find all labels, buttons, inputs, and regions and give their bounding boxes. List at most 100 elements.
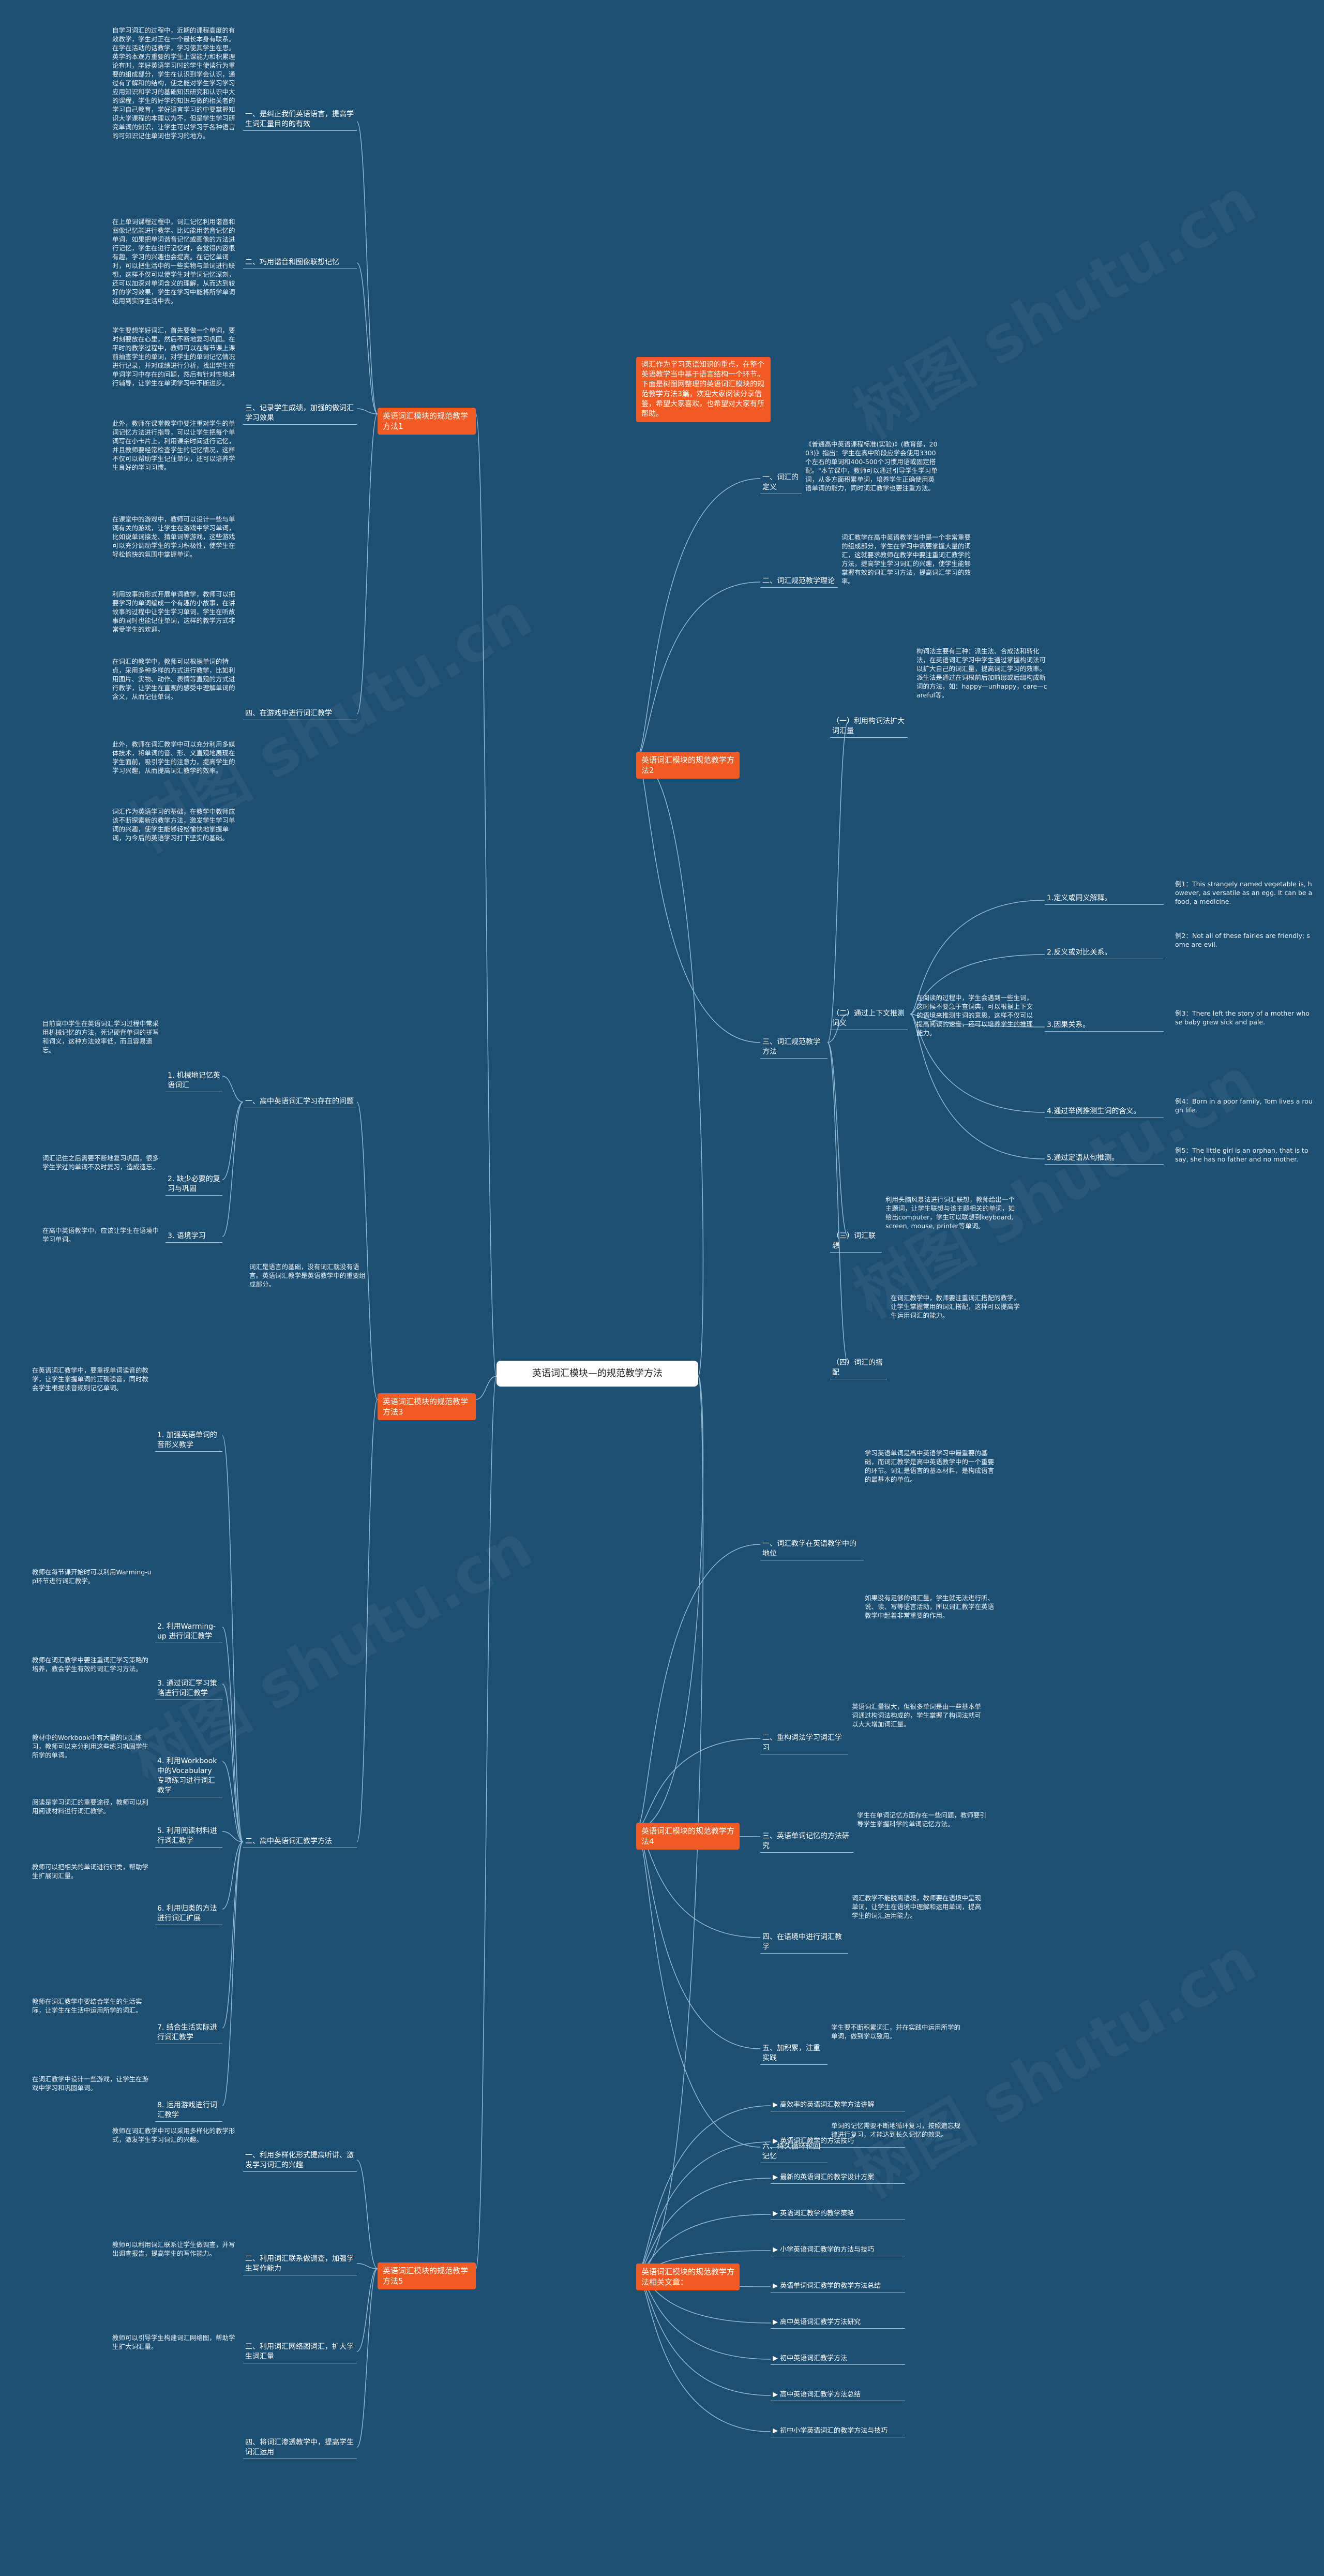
b3-sub-2f[interactable]: 6. 利用归类的方法进行词汇扩展 <box>155 1903 222 1925</box>
b4-text-4: 词汇教学不能脱离语境，教师要在语境中呈现单词，让学生在语境中理解和运用单词，提高… <box>852 1894 982 1919</box>
b3-text-2d: 教材中的Workbook中有大量的词汇练习，教师可以充分利用这些练习巩固学生所学… <box>32 1734 149 1759</box>
related-article-link[interactable]: ▶ 初中英语词汇教学方法 <box>771 2353 905 2365</box>
b3-sub-2c[interactable]: 3. 通过词汇学习策略进行词汇教学 <box>155 1678 222 1700</box>
b2-ctx-3-example: 例3：There left the story of a mother whos… <box>1175 1009 1310 1026</box>
b4-text-3: 学生在单词记忆方面存在一些问题，教师要引导学生掌握科学的单词记忆方法。 <box>857 1811 987 1828</box>
b3-text-2g: 教师在词汇教学中要结合学生的生活实际，让学生在生活中运用所学的词汇。 <box>32 1998 142 2014</box>
b3-text-1b: 词汇记住之后需要不断地复习巩固，很多学生学过的单词不及时复习，造成遗忘。 <box>42 1154 159 1171</box>
b2-ctx-1[interactable]: 1.定义或同义解释。 <box>1045 892 1164 905</box>
b5-sub-2[interactable]: 二、利用词汇联系做调查，加强学生写作能力 <box>243 2253 357 2275</box>
b4-text-5: 学生要不断积累词汇，并在实践中运用所学的单词，做到学以致用。 <box>831 2023 961 2040</box>
b1-text-3: 学生要想学好词汇，首先要做一个单词，要时刻要放在心里，然后不断地复习巩固。在平时… <box>112 326 235 387</box>
b2-ctx-5[interactable]: 5.通过定语从句推测。 <box>1045 1152 1164 1165</box>
b4-sub-6[interactable]: 六、持久循环轮回记忆 <box>760 2141 828 2163</box>
b4-sub-3[interactable]: 三、英语单词记忆的方法研究 <box>760 1830 853 1853</box>
branch-6[interactable]: 英语词汇模块的规范教学方法相关文章： <box>636 2264 740 2290</box>
b3-intro: 词汇是语言的基础，没有词汇就没有语言。英语词汇教学是英语教学中的重要组成部分。 <box>249 1263 366 1288</box>
b5-sub-3[interactable]: 三、利用词汇网络图词汇，扩大学生词汇量 <box>243 2341 357 2363</box>
b1-sub-1[interactable]: 一、是纠正我们英语语言，提高学生词汇量目的的有效 <box>243 109 357 131</box>
related-article-link[interactable]: ▶ 初中小学英语词汇的教学方法与技巧 <box>771 2425 905 2437</box>
b2-sub-3c[interactable]: （三）词汇联想 <box>830 1230 882 1253</box>
b1-text-3b: 此外，教师在课堂教学中要注重对学生的单词记忆方法进行指导，可以让学生把每个单词写… <box>112 420 235 471</box>
b2-sub-3b[interactable]: （二）通过上下文推测词义 <box>830 1008 908 1030</box>
related-article-link[interactable]: ▶ 高中英语词汇教学方法总结 <box>771 2389 905 2401</box>
b2-text-3a: 构词法主要有三种：派生法、合成法和转化法，在英语词汇学习中学生通过掌握构词法可以… <box>916 647 1047 699</box>
b2-sub-2[interactable]: 二、词汇规范教学理论 <box>760 575 838 588</box>
b3-sub-1b[interactable]: 2. 缺少必要的复习与巩固 <box>166 1173 222 1196</box>
b5-sub-4[interactable]: 四、将词汇渗透教学中，提高学生词汇运用 <box>243 2437 357 2459</box>
b2-sub-3[interactable]: 三、词汇规范教学方法 <box>760 1036 828 1059</box>
b1-sub-4[interactable]: 四、在游戏中进行词汇教学 <box>243 708 357 720</box>
b5-text-2: 教师可以利用词汇联系让学生做调查，并写出调查报告，提高学生的写作能力。 <box>112 2241 235 2257</box>
b1-sub-2[interactable]: 二、巧用谐音和图像联想记忆 <box>243 257 357 269</box>
b3-sub-1[interactable]: 一、高中英语词汇学习存在的问题 <box>243 1096 357 1108</box>
branch-5[interactable]: 英语词汇模块的规范教学方法5 <box>378 2262 476 2289</box>
b3-text-2e: 阅读是学习词汇的重要途径，教师可以利用阅读材料进行词汇教学。 <box>32 1798 149 1815</box>
b3-text-2b: 教师在每节课开始时可以利用Warming-up环节进行词汇教学。 <box>32 1568 152 1585</box>
b4-sub-2[interactable]: 二、重构词法学习词汇学习 <box>760 1732 848 1754</box>
b1-text-4a: 在课堂中的游戏中，教师可以设计一些与单词有关的游戏，让学生在游戏中学习单词，比如… <box>112 515 235 558</box>
b1-text-4d: 此外，教师在词汇教学中可以充分利用多媒体技术，将单词的音、形、义直观地展现在学生… <box>112 740 235 775</box>
b3-text-2a: 在英语词汇教学中，要重视单词读音的教学，让学生掌握单词的正确读音，同时教会学生根… <box>32 1366 149 1392</box>
b3-sub-2b[interactable]: 2. 利用Warming-up 进行词汇教学 <box>155 1621 222 1643</box>
b4-text-2: 英语词汇量很大，但很多单词是由一些基本单词通过构词法构成的，学生掌握了构词法就可… <box>852 1703 982 1728</box>
b2-intro: 《普通高中英语课程标准(实验)》(教育部，2003)》指出：学生在高中阶段应学会… <box>805 440 938 492</box>
b2-ctx-2[interactable]: 2.反义或对比关系。 <box>1045 947 1164 959</box>
b1-text-4e: 词汇作为英语学习的基础，在教学中教师应该不断探索新的教学方法，激发学生学习单词的… <box>112 808 235 842</box>
b2-sub-3d[interactable]: （四）词汇的搭配 <box>830 1357 887 1379</box>
b1-sub-3[interactable]: 三、记录学生成绩，加强的做词汇学习效果 <box>243 403 357 425</box>
branch-2[interactable]: 英语词汇模块的规范教学方法2 <box>636 752 740 779</box>
b4-sub-1[interactable]: 一、词汇教学在英语教学中的地位 <box>760 1538 864 1560</box>
b3-sub-1c[interactable]: 3. 语境学习 <box>166 1230 222 1243</box>
b3-sub-2g[interactable]: 7. 结合生活实际进行词汇教学 <box>155 2022 222 2044</box>
b5-sub-1[interactable]: 一、利用多样化形式提高听讲、激发学习词汇的兴趣 <box>243 2150 357 2172</box>
b3-text-1c: 在高中英语教学中，应该让学生在语境中学习单词。 <box>42 1227 159 1243</box>
related-article-link[interactable]: ▶ 英语单词词汇教学的教学方法总结 <box>771 2281 905 2292</box>
intro-box: 词汇作为学习英语知识的重点，在整个英语教学当中基于语言结构一个环节。下面是树图网… <box>636 357 771 422</box>
b1-text-1: 自学习词汇的过程中，近期的课程高度的有效教学，学生对正在一个最长本身有联系。在学… <box>112 26 235 140</box>
b2-ctx-4-example: 例4：Born in a poor family, Tom lives a ro… <box>1175 1097 1313 1114</box>
b2-text-3c: 利用头脑风暴法进行词汇联想，教师给出一个主题词，让学生联想与该主题相关的单词，如… <box>885 1196 1015 1230</box>
b3-sub-2[interactable]: 二、高中英语词汇教学方法 <box>243 1836 357 1848</box>
branch-3[interactable]: 英语词汇模块的规范教学方法3 <box>378 1393 476 1420</box>
b1-text-2: 在上单词课程过程中，词汇记忆利用谐音和图像记忆能进行教学。比如能用谐音记忆的单词… <box>112 218 235 305</box>
b3-text-2f: 教师可以把相关的单词进行归类，帮助学生扩展词汇量。 <box>32 1863 149 1880</box>
b2-ctx-5-example: 例5：The little girl is an orphan, that is… <box>1175 1146 1308 1163</box>
b4-sub-4[interactable]: 四、在语境中进行词汇教学 <box>760 1931 848 1954</box>
b2-sub-3a[interactable]: （一）利用构词法扩大词汇量 <box>830 716 908 738</box>
b2-ctx-1-example: 例1：This strangely named vegetable is, ho… <box>1175 880 1313 905</box>
b4-text-1: 学习英语单词是高中英语学习中最重要的基础，而词汇教学是高中英语教学中的一个重要的… <box>865 1449 995 1483</box>
related-article-link[interactable]: ▶ 小学英语词汇教学的方法与技巧 <box>771 2244 905 2256</box>
b4-text-6: 单词的记忆需要不断地循环复习，按照遗忘规律进行复习，才能达到长久记忆的效果。 <box>831 2122 961 2138</box>
b2-ctx-2-example: 例2：Not all of these fairies are friendly… <box>1175 932 1310 948</box>
b2-ctx-3[interactable]: 3.因果关系。 <box>1045 1019 1164 1032</box>
b2-ctx-4[interactable]: 4.通过举例推测生词的含义。 <box>1045 1106 1164 1118</box>
b3-text-2h: 在词汇教学中设计一些游戏，让学生在游戏中学习和巩固单词。 <box>32 2075 149 2092</box>
b4-sub-5[interactable]: 五、加积累，注重实践 <box>760 2043 828 2065</box>
b3-text-1a: 目前高中学生在英语词汇学习过程中常采用机械记忆的方法，死记硬背单词的拼写和词义，… <box>42 1020 159 1054</box>
b3-text-2c: 教师在词汇教学中要注重词汇学习策略的培养，教会学生有效的词汇学习方法。 <box>32 1656 149 1673</box>
b5-text-1: 教师在词汇教学中可以采用多样化的教学形式，激发学生学习词汇的兴趣。 <box>112 2127 235 2143</box>
b1-text-4b: 利用故事的形式开展单词教学，教师可以把要学习的单词编成一个有趣的小故事，在讲故事… <box>112 590 235 633</box>
b5-text-3: 教师可以引导学生构建词汇网络图，帮助学生扩大词汇量。 <box>112 2334 235 2350</box>
branch-1[interactable]: 英语词汇模块的规范教学方法1 <box>378 408 476 435</box>
b2-text-3d: 在词汇教学中，教师要注重词汇搭配的教学，让学生掌握常用的词汇搭配，这样可以提高学… <box>891 1294 1020 1319</box>
related-article-link[interactable]: ▶ 最新的英语词汇的教学设计方案 <box>771 2172 905 2184</box>
b3-sub-2h[interactable]: 8. 运用游戏进行词汇教学 <box>155 2099 222 2122</box>
b2-sub-1[interactable]: 一、词汇的定义 <box>760 472 802 494</box>
b1-text-4c: 在词汇的教学中，教师可以根据单词的特点，采用多种多样的方式进行教学，比如利用图片… <box>112 658 235 701</box>
related-article-link[interactable]: ▶ 英语词汇教学的教学策略 <box>771 2208 905 2220</box>
related-article-link[interactable]: ▶ 英语词汇教学的方法技巧 <box>771 2136 905 2148</box>
b3-sub-1a[interactable]: 1. 机械地记忆英语词汇 <box>166 1070 222 1092</box>
related-article-link[interactable]: ▶ 高中英语词汇教学方法研究 <box>771 2317 905 2329</box>
b2-text-3b: 在阅读的过程中，学生会遇到一些生词，这时候不要急于查词典，可以根据上下文的语境来… <box>916 994 1033 1037</box>
b3-sub-2e[interactable]: 5. 利用阅读材料进行词汇教学 <box>155 1825 222 1848</box>
b4-text-1b: 如果没有足够的词汇量，学生就无法进行听、说、读、写等语言活动，所以词汇教学在英语… <box>865 1594 995 1619</box>
b3-sub-2a[interactable]: 1. 加强英语单词的音形义教学 <box>155 1430 222 1452</box>
related-article-link[interactable]: ▶ 高效率的英语词汇教学方法讲解 <box>771 2099 905 2111</box>
b3-sub-2d[interactable]: 4. 利用Workbook 中的Vocabulary 专项练习进行词汇教学 <box>155 1755 222 1797</box>
b2-text-2: 词汇教学在高中英语教学当中是一个非常重要的组成部分，学生在学习中需要掌握大量的词… <box>841 533 971 585</box>
branch-4[interactable]: 英语词汇模块的规范教学方法4 <box>636 1823 740 1850</box>
root-node[interactable]: 英语词汇模块—的规范教学方法 <box>496 1361 698 1387</box>
